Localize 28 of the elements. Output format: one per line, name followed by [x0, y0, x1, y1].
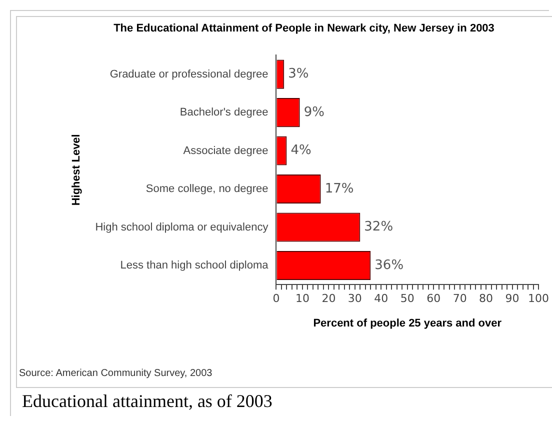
source-note: Source: American Community Survey, 2003 — [19, 368, 212, 379]
x-axis-title: Percent of people 25 years and over — [313, 317, 502, 330]
data-label: 9% — [304, 104, 324, 120]
data-label: 36% — [374, 258, 404, 273]
y-tick-label: Associate degree — [183, 144, 268, 157]
data-label: 32% — [364, 220, 394, 235]
x-tick-label: 50 — [400, 292, 414, 306]
y-tick-label: Bachelor's degree — [180, 106, 268, 119]
data-label: 4% — [290, 143, 312, 158]
x-tick-label: 20 — [322, 292, 336, 306]
text: Educational attainment, as of 2003 — [22, 391, 272, 412]
x-tick-label: 30 — [348, 292, 362, 306]
y-tick-label: Some college, no degree — [146, 183, 268, 196]
x-tick-label: 90 — [505, 292, 520, 306]
x-tick-label: 0 — [272, 292, 280, 306]
y-tick-label: Less than high school diploma — [120, 260, 270, 272]
x-tick-label: 100 — [528, 292, 549, 306]
x-tick-label: 60 — [426, 292, 441, 306]
x-tick-label: 80 — [479, 292, 494, 306]
y-tick-label: High school diploma or equivalency — [95, 221, 269, 234]
y-tick-label: Graduate or professional degree — [110, 68, 268, 80]
x-tick-label: 70 — [452, 292, 467, 306]
data-label: 17% — [324, 181, 354, 196]
y-axis-title: Highest Level — [70, 134, 83, 206]
chart-title: The Educational Attainment of People in Newark city, New Jersey in 2003 — [114, 22, 494, 35]
x-tick-label: 10 — [295, 292, 310, 306]
data-label: 3% — [288, 66, 309, 82]
x-tick-label: 40 — [374, 292, 388, 306]
